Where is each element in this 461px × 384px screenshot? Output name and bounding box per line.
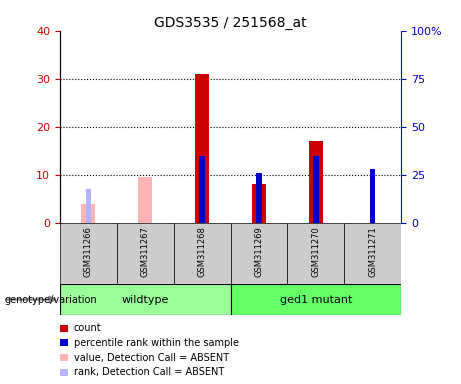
Bar [344, 223, 401, 284]
Bar [230, 284, 401, 315]
Text: genotype/variation: genotype/variation [5, 295, 97, 305]
Bar [313, 156, 319, 223]
Bar [252, 184, 266, 223]
Text: rank, Detection Call = ABSENT: rank, Detection Call = ABSENT [74, 367, 224, 377]
Text: value, Detection Call = ABSENT: value, Detection Call = ABSENT [74, 353, 229, 362]
Bar [117, 223, 174, 284]
Bar [60, 223, 117, 284]
Bar [138, 177, 152, 223]
Bar [86, 189, 91, 223]
Text: GSM311269: GSM311269 [254, 226, 263, 276]
Text: count: count [74, 323, 101, 333]
Text: GSM311267: GSM311267 [141, 226, 150, 276]
Text: ged1 mutant: ged1 mutant [280, 295, 352, 305]
Bar [309, 141, 323, 223]
Text: wildtype: wildtype [122, 295, 169, 305]
Bar [287, 223, 344, 284]
Bar [195, 74, 209, 223]
Text: percentile rank within the sample: percentile rank within the sample [74, 338, 239, 348]
Text: GSM311270: GSM311270 [311, 226, 320, 276]
Text: GSM311271: GSM311271 [368, 226, 377, 276]
Bar [81, 204, 95, 223]
Bar [60, 284, 230, 315]
Text: GSM311266: GSM311266 [84, 226, 93, 276]
Bar [174, 223, 230, 284]
Text: GSM311268: GSM311268 [198, 226, 207, 276]
Bar [199, 156, 205, 223]
Bar [256, 173, 262, 223]
Bar [370, 169, 375, 223]
Title: GDS3535 / 251568_at: GDS3535 / 251568_at [154, 16, 307, 30]
Bar [230, 223, 287, 284]
